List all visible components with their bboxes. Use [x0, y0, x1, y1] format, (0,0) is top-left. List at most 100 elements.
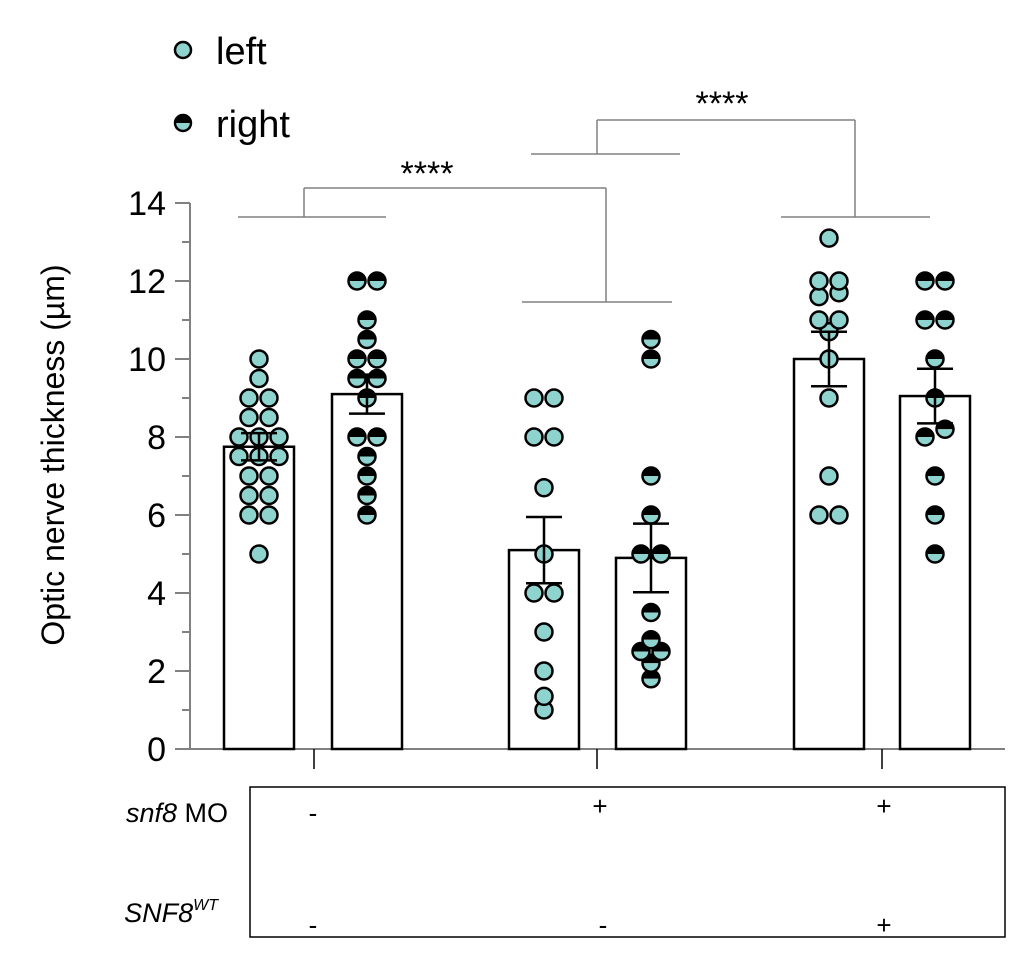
data-point-left: [829, 271, 849, 291]
data-point-right-outline: [651, 544, 671, 564]
data-point-left: [534, 622, 554, 642]
data-point-right: [641, 349, 661, 369]
legend-right-label: right: [216, 104, 290, 146]
data-point-left: [259, 485, 279, 506]
data-point-right: [357, 466, 377, 486]
data-point-right: [347, 368, 367, 389]
axes: 0 2 4 6 8 10 12 14: [128, 185, 1005, 769]
legend-right-marker: [173, 113, 193, 133]
data-point-left: [534, 477, 554, 498]
data-point-left: [259, 466, 279, 486]
data-point-left: [239, 466, 259, 486]
data-point-right: [915, 427, 935, 447]
y-tick-label: 0: [147, 731, 166, 769]
legend-left-label: left: [216, 31, 267, 73]
data-point-right: [935, 310, 955, 330]
data-point-right-outline: [357, 446, 377, 467]
condition-row-1-value-2: +: [592, 791, 607, 821]
data-point-right-outline: [641, 653, 661, 673]
data-point-right-outline: [641, 602, 661, 623]
data-point-left: [544, 427, 564, 447]
data-point-right: [357, 310, 377, 330]
bar: [222, 445, 296, 751]
condition-row-1-value-1: -: [309, 798, 318, 828]
data-point-right: [925, 544, 945, 564]
data-point-right: [357, 329, 377, 350]
significance-brackets: **** ****: [238, 85, 930, 303]
data-point-right-outline: [641, 329, 661, 350]
data-point-left: [819, 228, 839, 248]
y-tick-label: 8: [147, 419, 166, 457]
data-point-left: [259, 505, 279, 525]
data-point-left: [544, 388, 564, 408]
data-point-right: [357, 446, 377, 467]
condition-row-1-value-3: +: [876, 791, 891, 821]
data-point-right: [641, 602, 661, 623]
data-point-left: [819, 466, 839, 486]
data-point-right-outline: [357, 329, 377, 350]
data-point-left: [524, 583, 544, 603]
bar: [792, 357, 866, 751]
data-point-left: [249, 349, 269, 369]
data-point-left: [809, 310, 829, 330]
data-point-left: [239, 407, 259, 428]
data-point-right-outline: [357, 466, 377, 486]
data-point-right-outline: [347, 368, 367, 389]
data-point-left: [524, 388, 544, 408]
condition-row-2-value-2: -: [599, 910, 608, 940]
data-point-right-outline: [925, 505, 945, 525]
data-point-right-outline: [935, 310, 955, 330]
data-point-right: [357, 505, 377, 525]
data-point-right-outline: [935, 419, 955, 439]
data-point-right-outline: [925, 544, 945, 564]
data-point-left: [544, 583, 564, 603]
data-point-right: [367, 349, 387, 369]
data-point-right: [641, 630, 661, 650]
y-tick-label: 6: [147, 497, 166, 535]
data-point-right-outline: [925, 466, 945, 486]
legend-left-marker: [173, 40, 193, 60]
data-point-right: [651, 641, 671, 662]
bars: [222, 228, 972, 751]
data-point-left: [269, 446, 289, 467]
data-point-right-outline: [935, 271, 955, 291]
condition-row-2-value-1: -: [309, 910, 318, 940]
data-point-right-outline: [347, 349, 367, 369]
data-point-right: [915, 310, 935, 330]
data-point-right-outline: [641, 630, 661, 650]
condition-row-1-label: snf8 MO: [126, 798, 228, 828]
significance-label-2: ****: [696, 85, 749, 123]
y-tick-label: 12: [128, 263, 166, 301]
data-point-right: [935, 271, 955, 291]
conditions-box: [249, 786, 1006, 938]
data-point-right: [347, 349, 367, 369]
legend: left right: [173, 31, 290, 146]
data-point-left: [809, 271, 829, 291]
data-point-left: [239, 505, 259, 525]
y-axis-label: Optic nerve thickness (µm): [35, 264, 71, 645]
data-point-right: [367, 427, 387, 447]
data-point-right: [347, 271, 367, 291]
data-point-left: [229, 427, 249, 447]
data-point-left: [534, 686, 554, 707]
data-point-right: [641, 669, 661, 689]
data-point-left: [809, 505, 829, 525]
data-point-left: [239, 388, 259, 408]
data-point-right-outline: [357, 485, 377, 506]
data-point-right-outline: [367, 427, 387, 447]
data-point-right-outline: [631, 641, 651, 662]
bar: [898, 394, 972, 751]
data-point-right: [347, 427, 367, 447]
data-point-right: [631, 544, 651, 564]
data-point-right: [641, 466, 661, 486]
data-point-left: [249, 368, 269, 389]
data-point-left: [259, 407, 279, 428]
conditions-table: snf8 MO SNF8WT - + + - - +: [124, 786, 1006, 940]
data-point-right-outline: [357, 505, 377, 525]
data-point-right-outline: [367, 349, 387, 369]
data-point-right: [925, 466, 945, 486]
data-point-left: [259, 388, 279, 408]
data-point-right-outline: [641, 349, 661, 369]
data-point-right: [925, 349, 945, 369]
